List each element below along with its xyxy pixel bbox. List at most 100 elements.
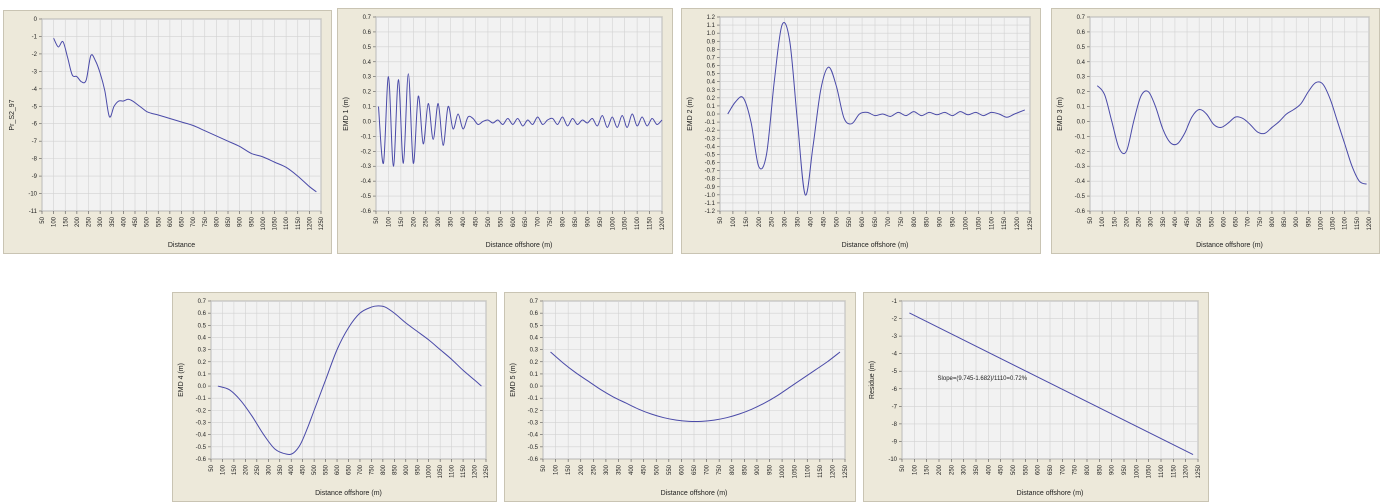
y-tick-label: 0.1 [363, 105, 372, 111]
x-axis-label: Distance offshore (m) [486, 242, 553, 249]
x-tick-label: 550 [498, 216, 504, 227]
x-tick-label: 50 [1088, 216, 1094, 223]
x-tick-label: 350 [449, 216, 455, 227]
x-tick-label: 750 [717, 464, 723, 475]
x-tick-label: 1100 [989, 216, 995, 230]
y-tick-label: -1.1 [705, 201, 716, 207]
x-tick-label: 800 [561, 216, 567, 227]
x-tick-label: 500 [145, 216, 151, 227]
x-tick-label: 550 [1209, 216, 1215, 227]
y-tick-label: 0 [34, 17, 38, 23]
x-axis-label: Distance [168, 242, 195, 249]
series-line [1096, 81, 1367, 185]
y-tick-label: -0.2 [1075, 149, 1086, 155]
x-tick-label: 50 [209, 464, 215, 471]
x-tick-label: 50 [374, 216, 380, 223]
chart-svg: 0 -1 -2 -3 -4 -5 -6 -7 -8 -9 -10 -1150 100 150 200 250 3… [9, 17, 325, 249]
x-tick-label: 200 [1124, 216, 1130, 227]
x-tick-label: 200 [411, 216, 417, 227]
chart-svg: 0.7 0.6 0.5 0.4 0.3 0.2 0.1 0.0 -0.1 -0.2 -0.3 -0.4… [1057, 15, 1373, 249]
y-tick-label: -6 [892, 387, 898, 393]
y-tick-label: 0.1 [1077, 105, 1086, 111]
x-tick-label: 1200 [1367, 216, 1373, 230]
x-tick-label: 1150 [1171, 464, 1177, 478]
x-tick-label: 400 [986, 464, 992, 475]
x-tick-label: 700 [191, 216, 197, 227]
y-tick-label: -0.1 [705, 120, 716, 126]
y-tick-label: -0.6 [361, 209, 372, 215]
y-tick-label: -0.6 [705, 161, 716, 167]
x-tick-label: 600 [679, 464, 685, 475]
series-line [909, 312, 1194, 456]
x-tick-label: 100 [912, 464, 918, 475]
x-tick-label: 850 [742, 464, 748, 475]
x-tick-label: 850 [392, 464, 398, 475]
x-tick-label: 750 [1258, 216, 1264, 227]
y-tick-label: 1.2 [707, 15, 716, 21]
y-axis-label: Pr_S2_97 [9, 99, 16, 130]
y-tick-label: -10 [888, 457, 897, 463]
x-tick-label: 1250 [843, 464, 849, 478]
x-tick-label: 800 [730, 464, 736, 475]
x-axis-label: Distance offshore (m) [661, 490, 728, 497]
x-tick-label: 450 [473, 216, 479, 227]
y-tick-label: 0.5 [363, 45, 372, 51]
x-tick-label: 450 [821, 216, 827, 227]
x-tick-label: 800 [1270, 216, 1276, 227]
x-tick-label: 400 [461, 216, 467, 227]
x-axis-label: Distance offshore (m) [842, 242, 909, 249]
y-tick-label: 0.5 [1077, 45, 1086, 51]
x-tick-label: 950 [951, 216, 957, 227]
x-tick-label: 900 [238, 216, 244, 227]
y-tick-label: 1.0 [707, 31, 716, 37]
x-tick-label: 100 [386, 216, 392, 227]
y-tick-label: -0.2 [528, 408, 539, 414]
y-tick-label: 0.0 [530, 384, 539, 390]
x-tick-label: 1050 [976, 216, 982, 230]
x-tick-label: 1200 [307, 216, 313, 230]
y-tick-label: -0.5 [196, 445, 207, 451]
x-tick-label: 1100 [1159, 464, 1165, 478]
x-tick-label: 1150 [1355, 216, 1361, 230]
y-tick-label: 0.4 [198, 335, 207, 341]
x-tick-label: 300 [1149, 216, 1155, 227]
x-axis-label: Distance offshore (m) [1196, 242, 1263, 249]
y-tick-label: -9 [32, 174, 38, 180]
y-tick-label: -4 [32, 87, 38, 93]
y-tick-label: 0.0 [198, 384, 207, 390]
x-tick-label: 1050 [623, 216, 629, 230]
y-tick-label: 0.1 [530, 372, 539, 378]
x-tick-label: 600 [860, 216, 866, 227]
x-tick-label: 550 [1023, 464, 1029, 475]
x-tick-label: 800 [912, 216, 918, 227]
x-tick-label: 800 [381, 464, 387, 475]
x-tick-label: 100 [731, 216, 737, 227]
x-tick-label: 600 [168, 216, 174, 227]
x-tick-label: 1050 [1147, 464, 1153, 478]
x-tick-label: 450 [133, 216, 139, 227]
y-tick-label: 0.6 [1077, 30, 1086, 36]
x-tick-label: 800 [1085, 464, 1091, 475]
series-line [727, 21, 1026, 196]
x-tick-label: 700 [1246, 216, 1252, 227]
x-tick-label: 1100 [284, 216, 290, 230]
x-tick-label: 1000 [1318, 216, 1324, 230]
x-tick-label: 900 [938, 216, 944, 227]
x-tick-label: 100 [554, 464, 560, 475]
x-tick-label: 700 [705, 464, 711, 475]
x-tick-label: 150 [232, 464, 238, 475]
x-tick-label: 1150 [818, 464, 824, 478]
y-tick-label: -8 [32, 157, 38, 163]
x-tick-label: 850 [573, 216, 579, 227]
y-tick-label: 0.4 [1077, 60, 1086, 66]
plot-area [1089, 16, 1370, 212]
x-tick-label: 950 [598, 216, 604, 227]
x-tick-label: 950 [1122, 464, 1128, 475]
x-tick-label: 1200 [830, 464, 836, 478]
chart-svg: 0.7 0.6 0.5 0.4 0.3 0.2 0.1 0.0 -0.1 -0.2 -0.3 -0.4… [343, 15, 666, 249]
y-tick-label: 0.4 [530, 335, 539, 341]
x-tick-label: 1150 [1002, 216, 1008, 230]
x-tick-label: 350 [796, 216, 802, 227]
x-tick-label: 650 [1048, 464, 1054, 475]
x-tick-label: 1150 [461, 464, 467, 478]
